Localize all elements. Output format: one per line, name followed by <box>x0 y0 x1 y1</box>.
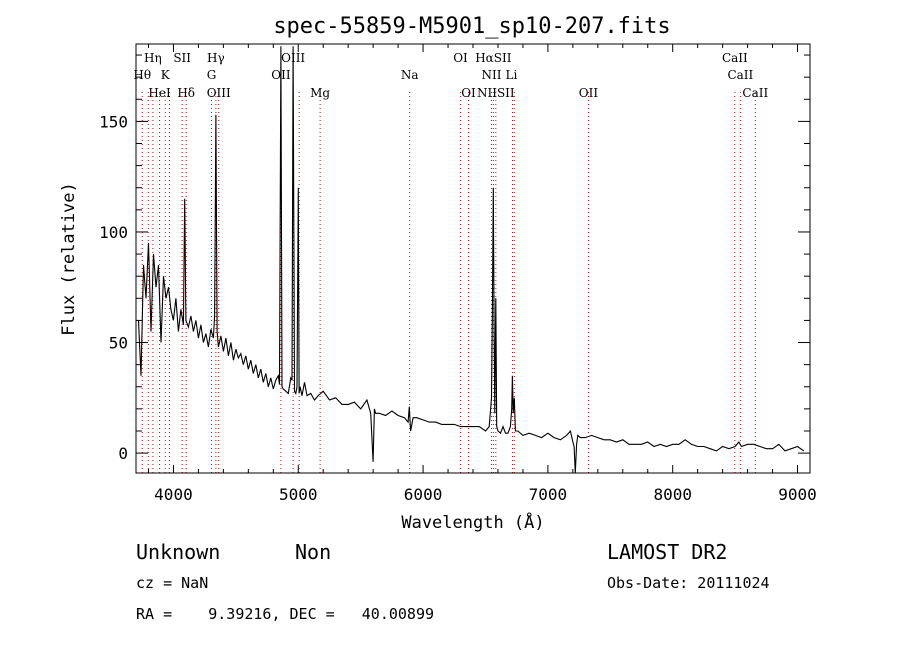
line-label-2-1: Hδ <box>177 86 195 100</box>
chart-title: spec-55859-M5901_sp10-207.fits <box>273 14 670 39</box>
line-label-0-4: OI <box>453 51 468 65</box>
line-label-2-0: HeI <box>148 86 171 100</box>
line-label-2-3: Mg <box>310 86 330 100</box>
line-label-2-7: CaII <box>742 86 768 100</box>
line-label-2-6: OII <box>579 86 599 100</box>
line-label-0-5: HαSII <box>475 51 512 65</box>
x-tick-label-5: 9000 <box>778 485 817 504</box>
line-label-2-2: OIII <box>207 86 231 100</box>
line-label-0-0: Hη <box>144 51 162 65</box>
x-tick-label-4: 8000 <box>653 485 692 504</box>
line-label-1-0: Hθ <box>133 68 151 82</box>
line-label-1-4: Na <box>401 68 419 82</box>
line-label-1-5: NII <box>481 68 501 82</box>
line-label-0-6: CaII <box>722 51 748 65</box>
flux-series-line <box>137 46 805 474</box>
line-label-1-1: K <box>161 68 171 82</box>
line-label-0-1: SII <box>173 51 191 65</box>
line-label-0-2: Hγ <box>207 51 225 65</box>
coordinates-text: RA = 9.39216, DEC = 40.00899 <box>136 605 434 623</box>
x-tick-label-0: 4000 <box>154 485 193 504</box>
survey-label: LAMOST DR2 <box>607 540 727 564</box>
y-tick-label-2: 100 <box>99 223 128 242</box>
subclass-label: Non <box>295 540 331 564</box>
line-label-1-2: G <box>207 68 217 82</box>
line-label-1-7: CaII <box>727 68 753 82</box>
spectral-line-labels: Hη SII Hγ OIII OI HαSII CaII Hθ K G OII Na NII Li CaII… <box>133 51 768 100</box>
y-tick-label-1: 50 <box>109 334 128 353</box>
line-label-1-6: Li <box>506 68 518 82</box>
obs-date-text: Obs-Date: 20111024 <box>607 574 770 592</box>
plot-frame <box>135 43 811 474</box>
x-tick-label-3: 7000 <box>529 485 568 504</box>
y-tick-label-3: 150 <box>99 112 128 131</box>
line-label-2-4: OI <box>461 86 476 100</box>
redshift-text: cz = NaN <box>136 574 208 592</box>
x-tick-label-2: 6000 <box>404 485 443 504</box>
line-label-2-5: NIISII <box>477 86 515 100</box>
class-label: Unknown <box>136 540 220 564</box>
y-axis-label: Flux (relative) <box>59 182 79 336</box>
x-axis-label: Wavelength (Å) <box>401 511 544 533</box>
y-tick-label-0: 0 <box>118 444 128 463</box>
x-axis-ticks: 4000 5000 6000 7000 8000 9000 <box>147 44 817 504</box>
spectral-line-markers <box>141 92 756 473</box>
y-axis-ticks: 0 50 100 150 <box>99 54 810 463</box>
x-tick-label-1: 5000 <box>279 485 318 504</box>
